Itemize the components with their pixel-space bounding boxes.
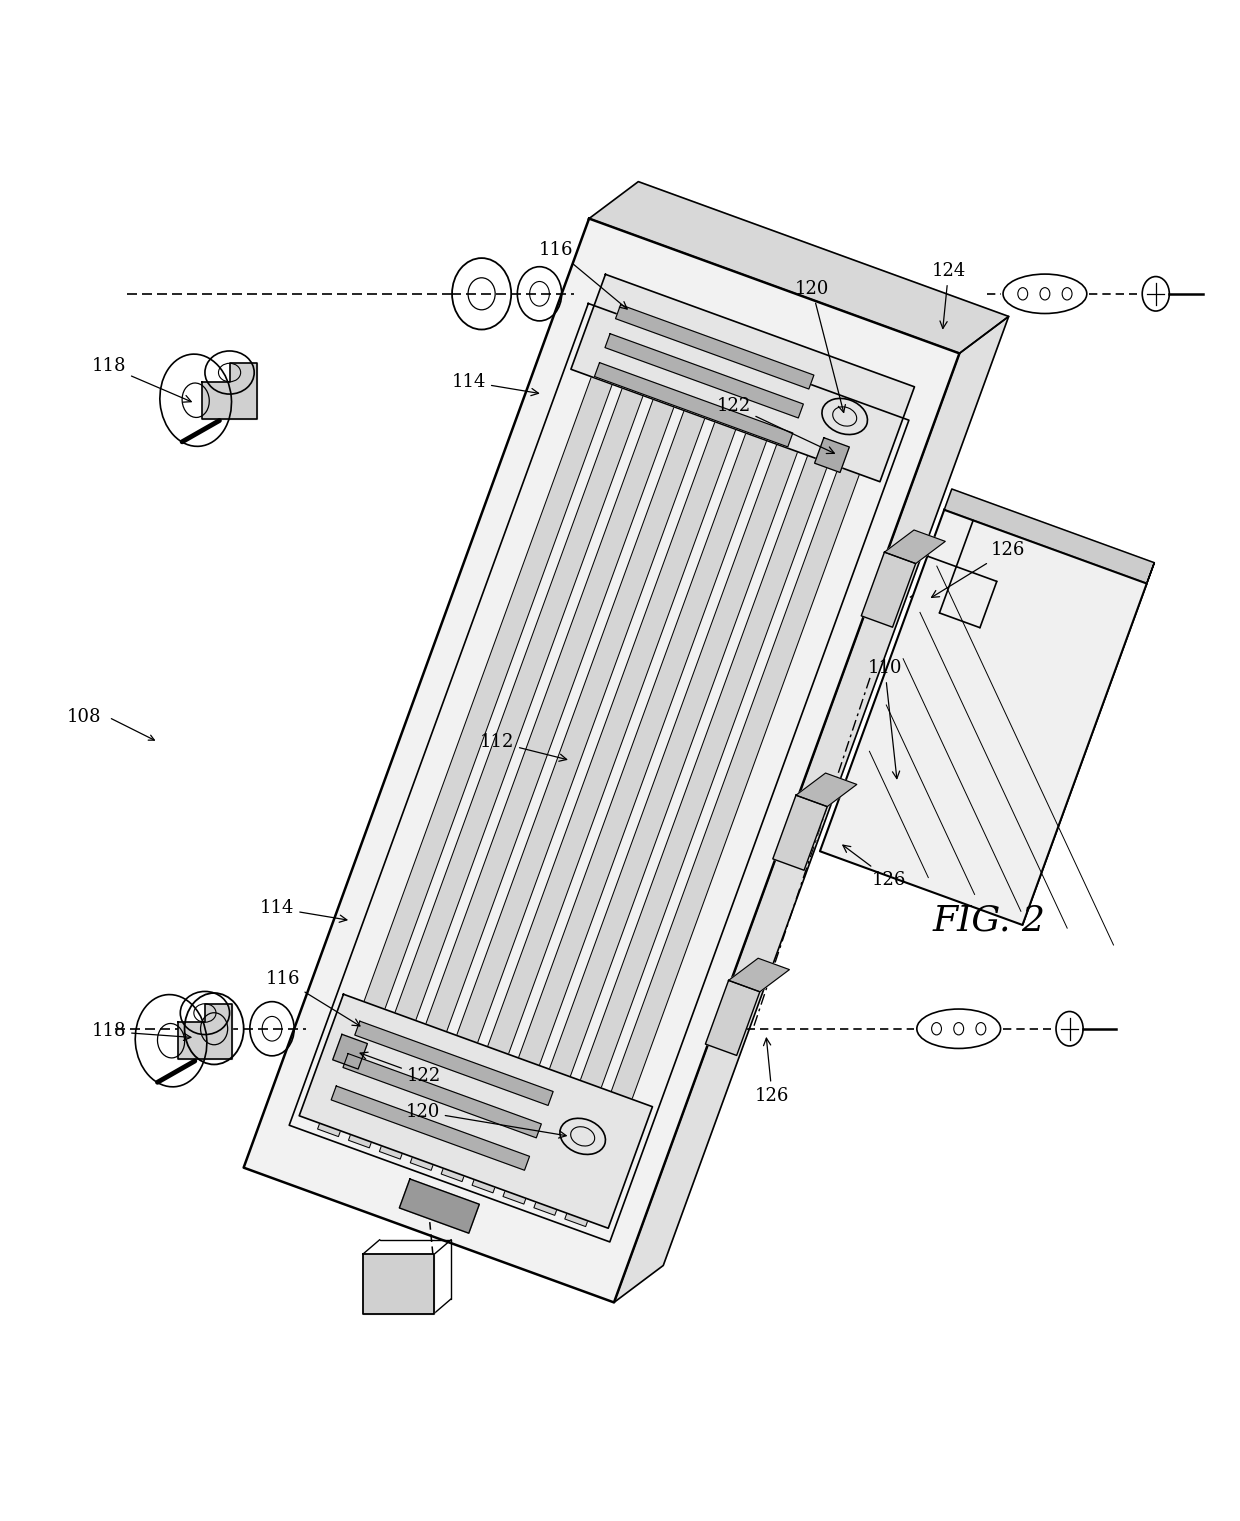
Polygon shape: [343, 1054, 542, 1138]
Polygon shape: [944, 488, 1154, 584]
Polygon shape: [737, 354, 760, 371]
Text: 120: 120: [795, 280, 846, 412]
Text: 112: 112: [480, 733, 567, 760]
Polygon shape: [615, 304, 813, 389]
Text: 120: 120: [405, 1103, 567, 1138]
Text: 118: 118: [92, 357, 191, 402]
Polygon shape: [729, 958, 790, 992]
Polygon shape: [317, 319, 634, 1136]
Polygon shape: [410, 353, 725, 1170]
Text: 110: 110: [868, 659, 901, 779]
Polygon shape: [472, 376, 787, 1192]
Text: 122: 122: [717, 397, 835, 453]
Text: 126: 126: [755, 1039, 790, 1104]
Text: 126: 126: [931, 541, 1025, 598]
Polygon shape: [859, 400, 884, 417]
Polygon shape: [399, 1179, 480, 1234]
Polygon shape: [202, 364, 257, 418]
Text: FIG. 2: FIG. 2: [932, 903, 1047, 937]
Polygon shape: [243, 219, 960, 1302]
Polygon shape: [564, 409, 880, 1226]
Polygon shape: [820, 510, 1147, 925]
Polygon shape: [331, 1086, 529, 1170]
Text: 122: 122: [360, 1053, 441, 1086]
Polygon shape: [675, 332, 698, 348]
Polygon shape: [884, 529, 945, 564]
Polygon shape: [355, 1021, 553, 1106]
Polygon shape: [815, 438, 849, 473]
Polygon shape: [379, 341, 696, 1159]
Polygon shape: [605, 333, 804, 418]
Text: 114: 114: [451, 373, 538, 395]
Polygon shape: [362, 1255, 434, 1314]
Polygon shape: [589, 181, 1008, 353]
Polygon shape: [594, 362, 792, 447]
Text: 116: 116: [267, 970, 360, 1027]
Polygon shape: [534, 397, 849, 1215]
Text: 114: 114: [260, 899, 347, 922]
Text: 126: 126: [843, 846, 906, 888]
Polygon shape: [570, 274, 914, 482]
Polygon shape: [773, 795, 827, 870]
Polygon shape: [828, 388, 853, 405]
Polygon shape: [299, 995, 652, 1229]
Polygon shape: [613, 310, 636, 327]
Polygon shape: [797, 377, 822, 394]
Polygon shape: [1023, 563, 1154, 925]
Polygon shape: [177, 1004, 232, 1059]
Polygon shape: [706, 344, 729, 360]
Polygon shape: [614, 316, 1008, 1302]
Polygon shape: [768, 367, 791, 383]
Text: 108: 108: [67, 709, 102, 727]
Text: 118: 118: [92, 1022, 191, 1040]
Polygon shape: [503, 386, 818, 1205]
Text: 124: 124: [931, 262, 966, 329]
Polygon shape: [862, 552, 915, 627]
Polygon shape: [332, 1034, 367, 1069]
Polygon shape: [441, 364, 756, 1182]
Polygon shape: [796, 773, 857, 806]
Polygon shape: [348, 330, 665, 1148]
Polygon shape: [644, 321, 667, 338]
Polygon shape: [706, 981, 760, 1056]
Text: 116: 116: [539, 242, 627, 309]
